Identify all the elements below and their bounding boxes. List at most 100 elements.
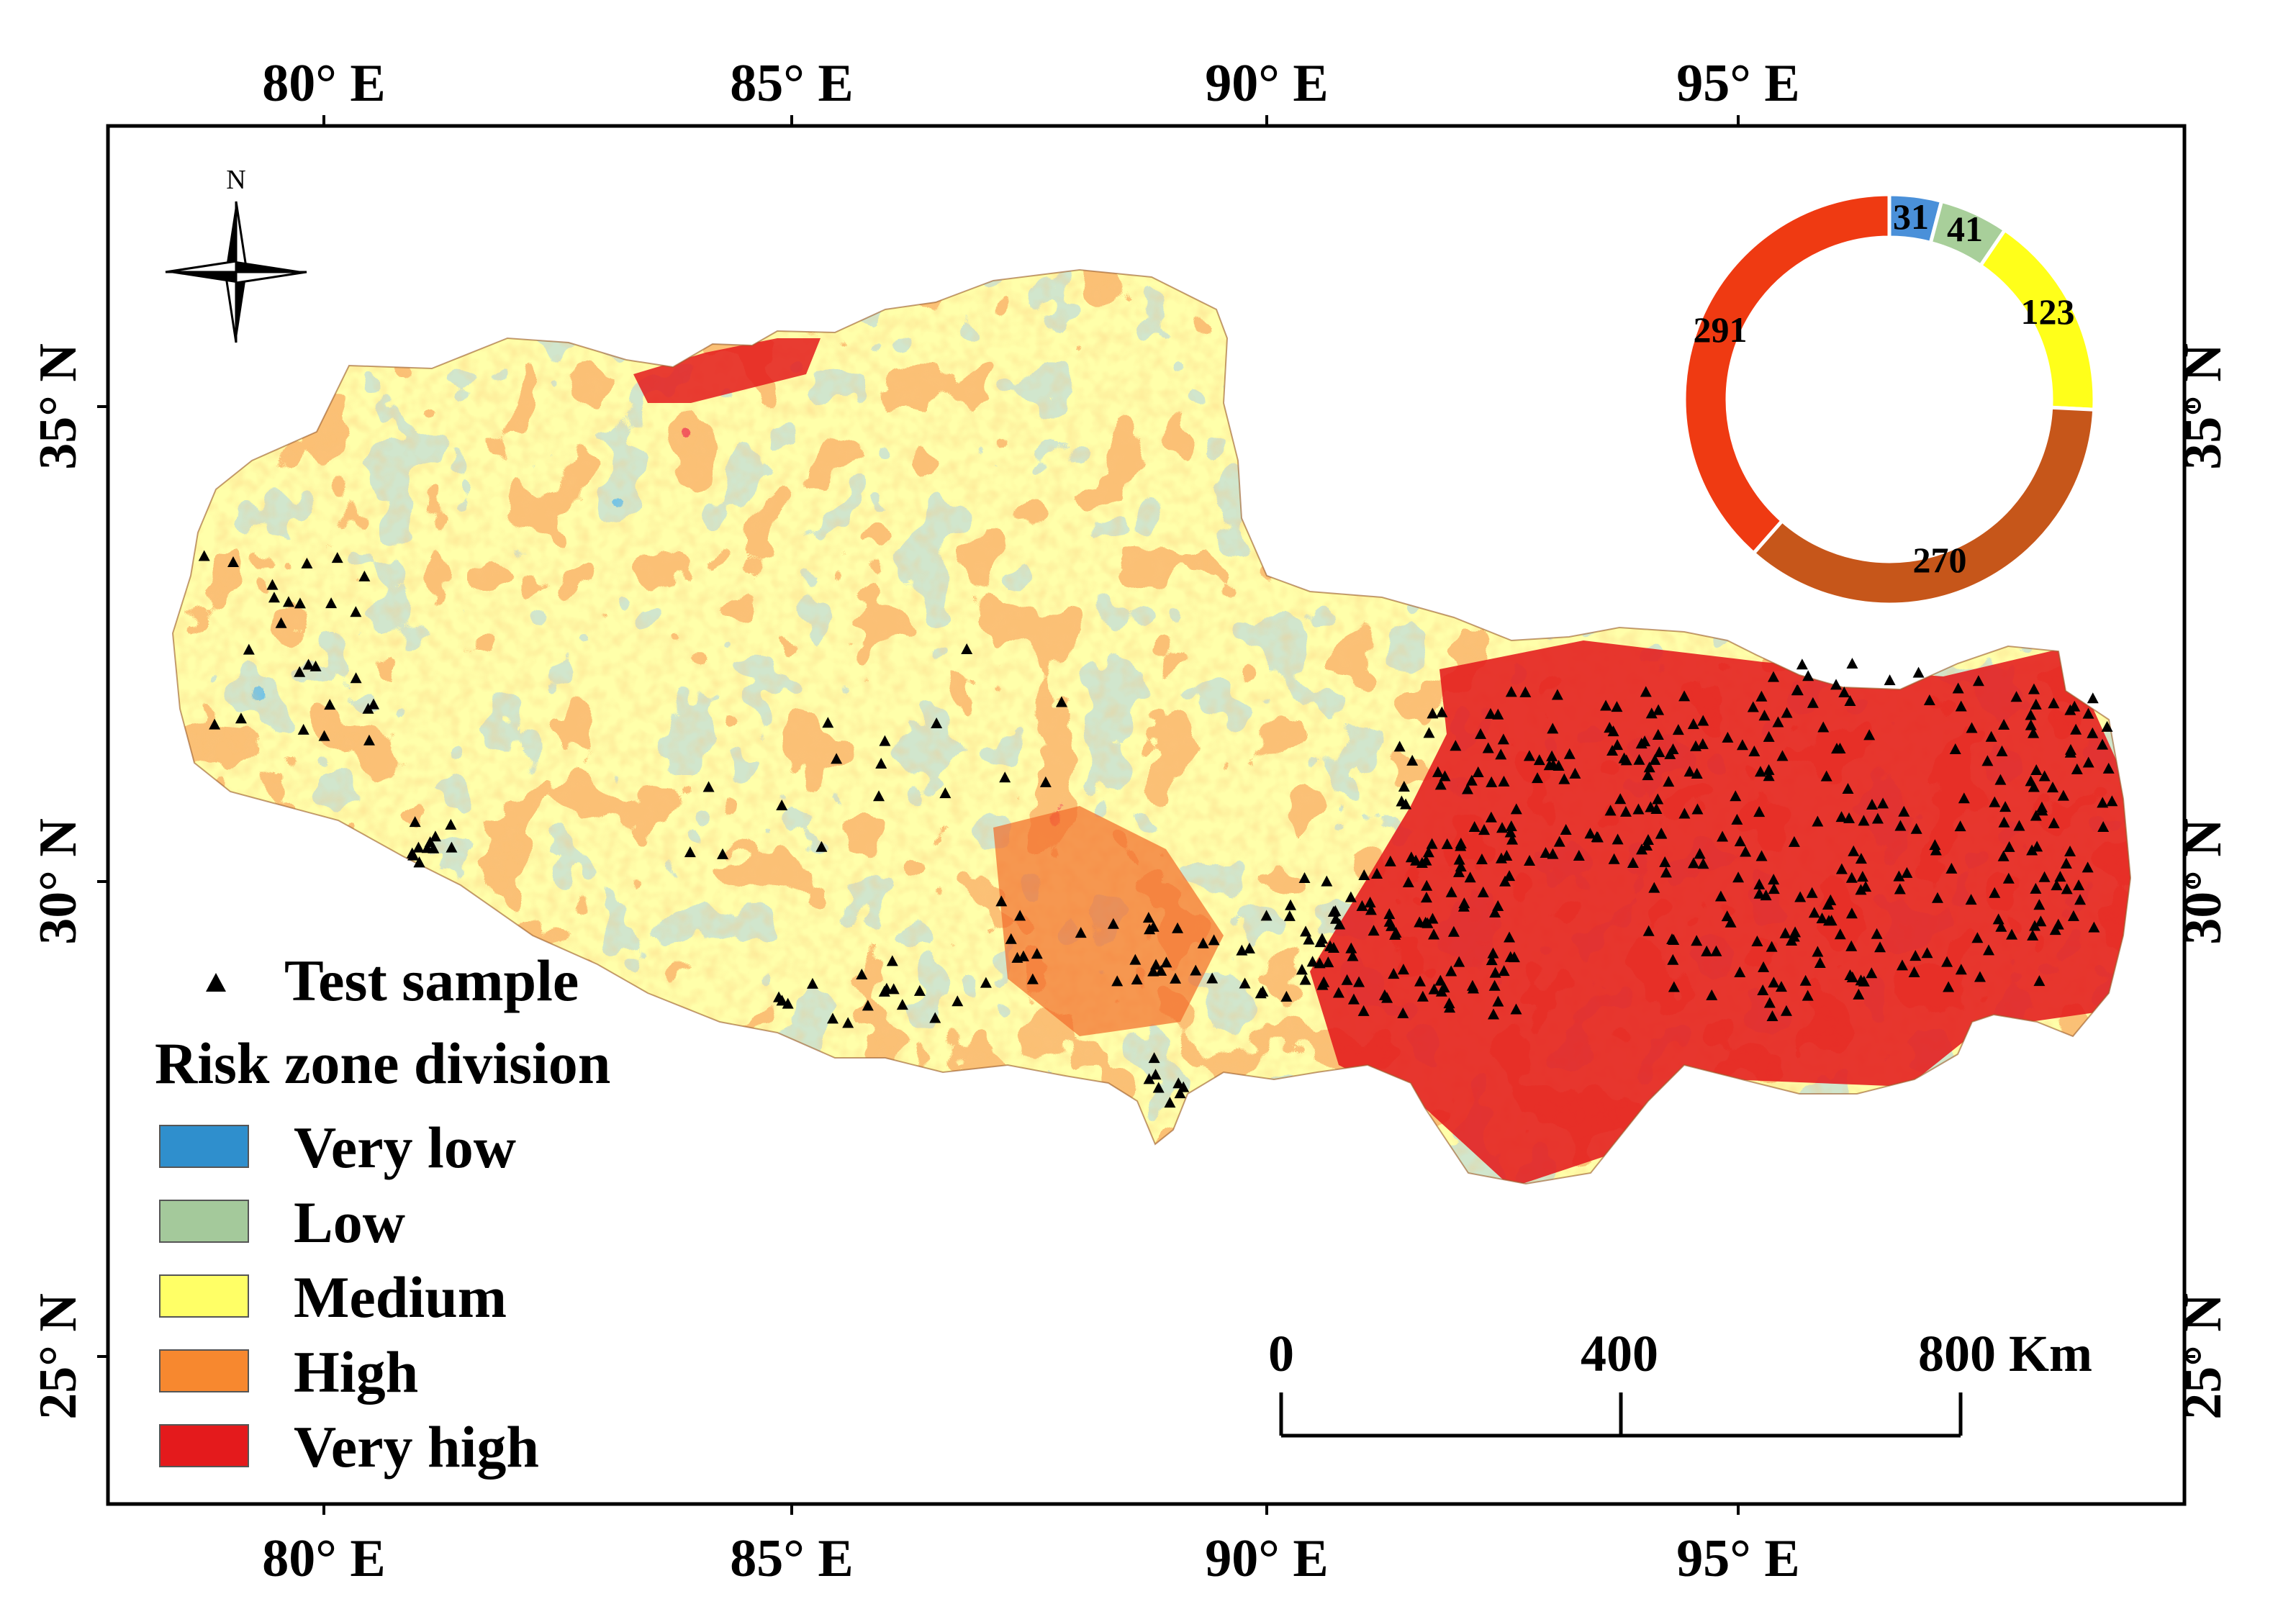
- legend: Test sample Risk zone division Very low …: [155, 948, 610, 1480]
- test-sample-marker: [2087, 727, 2099, 738]
- test-sample-marker: [268, 592, 280, 603]
- test-sample-markers: [198, 550, 2118, 1108]
- test-sample-marker: [1131, 973, 1143, 984]
- scale-label-400: 400: [1581, 1325, 1658, 1382]
- test-sample-marker: [1952, 682, 1964, 694]
- test-sample-marker: [1368, 925, 1380, 936]
- test-sample-marker: [1111, 975, 1124, 987]
- test-sample-marker: [1005, 933, 1017, 944]
- test-sample-marker: [1436, 706, 1448, 717]
- test-sample-marker: [445, 818, 457, 830]
- test-sample-marker: [1560, 824, 1572, 835]
- test-sample-marker: [1477, 886, 1489, 897]
- test-sample-marker: [407, 849, 420, 861]
- test-sample-marker: [1611, 701, 1623, 712]
- test-sample-marker: [1492, 708, 1504, 720]
- test-sample-marker: [1519, 686, 1532, 697]
- test-sample-marker: [1949, 743, 1961, 755]
- test-sample-marker: [350, 672, 362, 684]
- test-sample-marker: [1755, 850, 1768, 861]
- test-sample-marker: [1420, 854, 1432, 866]
- test-sample-marker: [412, 841, 425, 853]
- bottom-tick-80e: 80° E: [262, 1529, 385, 1588]
- test-sample-marker: [1642, 925, 1655, 936]
- test-sample-marker: [243, 643, 255, 655]
- test-sample-marker: [1432, 766, 1444, 777]
- test-sample-marker: [1817, 721, 1830, 733]
- test-sample-marker: [1722, 731, 1734, 743]
- test-sample-marker: [702, 781, 715, 792]
- test-sample-marker: [1955, 964, 1967, 975]
- test-sample-marker: [1642, 833, 1654, 845]
- test-sample-marker: [1318, 976, 1330, 987]
- donut-label-low: 41: [1947, 209, 1983, 249]
- left-tick-35n: 35° N: [29, 343, 88, 470]
- test-sample-marker: [1026, 973, 1039, 984]
- test-sample-marker: [1055, 696, 1067, 707]
- test-sample-marker: [1734, 835, 1746, 846]
- test-sample-marker: [1316, 933, 1328, 944]
- test-sample-marker: [2051, 879, 2063, 891]
- test-sample-marker: [1877, 797, 1889, 809]
- test-sample-marker: [1487, 947, 1499, 959]
- test-sample-marker: [1776, 750, 1789, 761]
- test-sample-marker: [1478, 824, 1491, 835]
- test-sample-marker: [1931, 892, 1943, 903]
- scale-label-800: 800 Km: [1918, 1325, 2092, 1382]
- test-sample-marker: [1789, 926, 1802, 938]
- test-sample-marker: [1799, 974, 1812, 986]
- test-sample-marker: [1791, 684, 1803, 696]
- test-sample-marker: [1428, 928, 1440, 940]
- test-sample-marker: [1523, 750, 1535, 761]
- test-sample-marker: [684, 846, 696, 858]
- test-sample-marker: [1532, 772, 1544, 784]
- test-sample-marker: [1398, 780, 1410, 792]
- test-sample-marker: [1441, 838, 1453, 849]
- test-sample-marker: [1971, 932, 1984, 943]
- test-sample-marker: [1365, 904, 1377, 915]
- left-tick-25n: 25° N: [29, 1293, 88, 1420]
- test-sample-marker: [1612, 833, 1624, 845]
- test-sample-marker: [1438, 982, 1450, 993]
- test-sample-marker: [2029, 920, 2041, 931]
- test-sample-marker: [995, 895, 1008, 907]
- test-sample-marker: [1155, 964, 1167, 976]
- test-sample-marker: [1814, 956, 1826, 968]
- test-sample-marker: [294, 666, 306, 677]
- test-sample-marker: [1766, 941, 1778, 952]
- test-sample-marker: [1426, 838, 1438, 849]
- test-sample-marker: [1464, 871, 1476, 883]
- test-sample-marker: [2031, 841, 2043, 852]
- test-sample-marker: [1486, 776, 1498, 787]
- test-sample-marker: [2102, 762, 2115, 774]
- test-sample-marker: [980, 977, 992, 988]
- test-sample-marker: [1816, 912, 1828, 924]
- test-sample-marker: [1974, 971, 1986, 982]
- test-sample-marker: [2013, 820, 2025, 831]
- test-sample-marker: [1808, 907, 1820, 918]
- test-sample-marker: [1896, 959, 1908, 971]
- test-sample-marker: [1842, 782, 1854, 794]
- test-sample-marker: [1423, 727, 1435, 738]
- test-sample-marker: [1347, 993, 1360, 1005]
- test-sample-marker: [1505, 686, 1517, 697]
- test-sample-marker: [1871, 928, 1883, 939]
- test-sample-marker: [1450, 740, 1462, 751]
- test-sample-marker: [2064, 743, 2076, 755]
- test-sample-marker: [1427, 707, 1439, 719]
- top-tick-90e: 90° E: [1205, 54, 1328, 113]
- test-sample-marker: [1812, 815, 1824, 827]
- test-sample-marker: [1812, 946, 1824, 957]
- donut-label-very-low: 31: [1893, 196, 1929, 237]
- test-sample-marker: [1498, 965, 1510, 977]
- test-sample-marker: [896, 999, 908, 1010]
- test-sample-marker: [1444, 1002, 1456, 1013]
- test-sample-marker: [2071, 763, 2083, 774]
- test-sample-marker: [1510, 1003, 1522, 1015]
- test-sample-marker: [1645, 707, 1658, 719]
- test-sample-marker: [1994, 774, 2007, 785]
- test-sample-marker: [1011, 951, 1023, 963]
- test-sample-marker: [1620, 754, 1632, 766]
- test-sample-marker: [1747, 701, 1759, 712]
- test-sample-marker: [1972, 675, 1984, 687]
